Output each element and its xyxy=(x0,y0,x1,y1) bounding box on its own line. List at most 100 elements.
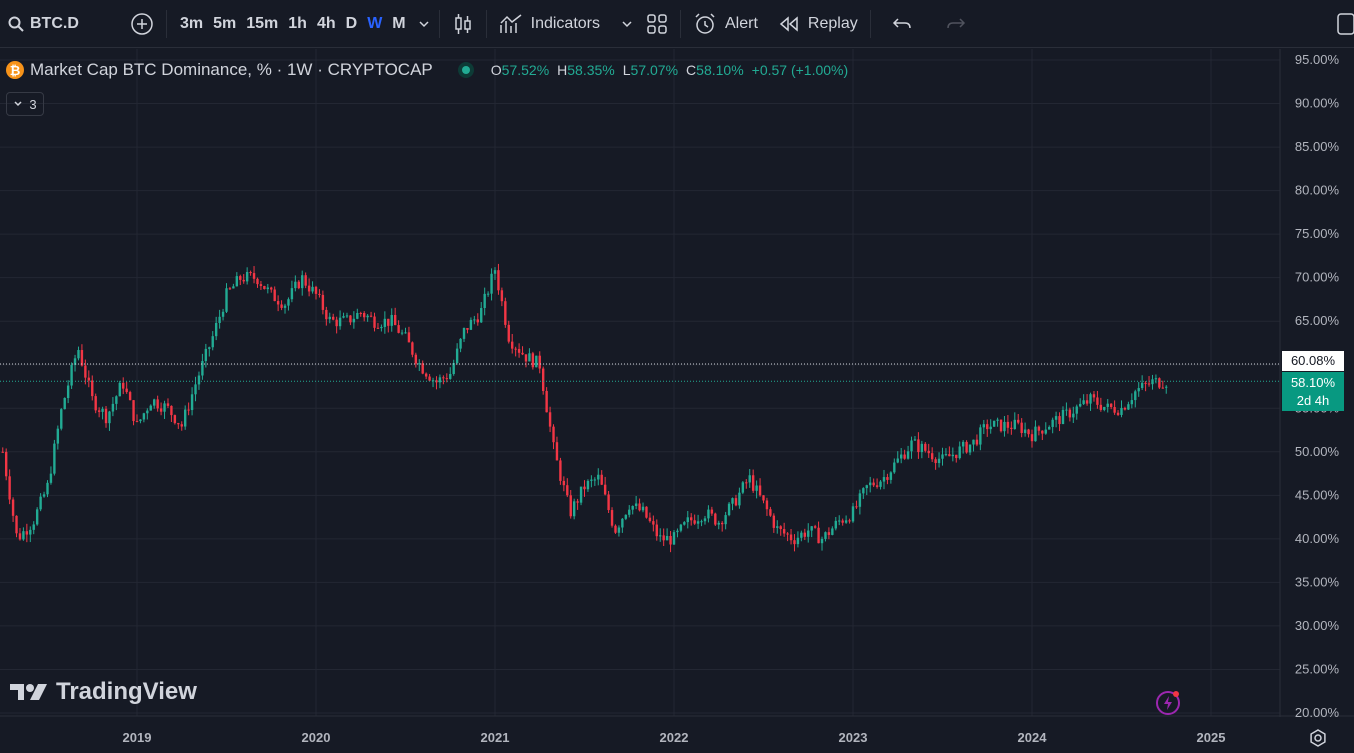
price-chart[interactable]: 95.00% 90.00% 85.00% 80.00% 75.00% 70.00% 65.0… xyxy=(0,49,1354,753)
candle-body xyxy=(555,442,559,461)
candle-body xyxy=(972,439,975,445)
candle-body xyxy=(342,316,345,318)
candle-body xyxy=(617,527,621,533)
candle-body xyxy=(528,353,531,362)
timeframe-3m[interactable]: 3m xyxy=(180,14,204,32)
candle-body xyxy=(514,348,517,350)
candle-body xyxy=(820,538,824,544)
candle-body xyxy=(325,309,328,320)
alert-button[interactable]: Alert xyxy=(687,6,764,42)
current-price-label: 58.10% 2d 4h xyxy=(1282,372,1344,411)
timeframe-m[interactable]: M xyxy=(392,14,406,32)
fullscreen-button[interactable] xyxy=(1336,6,1354,42)
candle-body xyxy=(562,480,566,486)
candle-body xyxy=(273,289,276,302)
layouts-button[interactable] xyxy=(640,6,674,42)
candle-body xyxy=(22,531,25,540)
candle-body xyxy=(411,342,414,355)
chart-grid xyxy=(0,49,1280,716)
candle-body xyxy=(772,515,776,528)
candle-body xyxy=(177,423,180,425)
lightning-button[interactable] xyxy=(1155,689,1181,715)
candle-body xyxy=(263,285,266,290)
candle-body xyxy=(490,273,493,294)
timeframe-15m[interactable]: 15m xyxy=(246,14,279,32)
candle-body xyxy=(1165,386,1168,388)
candle-body xyxy=(442,377,445,379)
timeframe-w[interactable]: W xyxy=(367,14,383,32)
candle-body xyxy=(621,518,624,528)
timeframe-4h[interactable]: 4h xyxy=(316,14,336,32)
candle-body xyxy=(1109,403,1113,408)
tradingview-logo[interactable]: TradingView xyxy=(10,678,197,706)
candle-body xyxy=(628,509,631,515)
time-tick-label: 2019 xyxy=(123,730,152,745)
candle-body xyxy=(889,472,893,480)
undo-button[interactable] xyxy=(885,6,919,42)
chevron-down-icon xyxy=(14,101,22,107)
series-title[interactable]: Market Cap BTC Dominance, % · 1W · CRYPT… xyxy=(30,60,433,79)
candle-body xyxy=(476,319,479,323)
candle-body xyxy=(703,518,707,522)
candle-body xyxy=(986,424,989,430)
candle-body xyxy=(276,301,280,305)
lightning-icon xyxy=(1156,691,1180,715)
candle-body xyxy=(517,348,521,353)
chart-type-button[interactable] xyxy=(446,6,480,42)
candle-body xyxy=(435,380,438,383)
candle-body xyxy=(383,318,387,327)
chevron-down-icon[interactable] xyxy=(620,17,634,31)
candle-body xyxy=(60,409,63,429)
candle-body xyxy=(655,524,658,537)
candle-body xyxy=(645,506,648,518)
time-axis[interactable] xyxy=(0,717,1354,753)
reference-price-label: 60.08% xyxy=(1282,351,1344,371)
candle-body xyxy=(1023,429,1027,434)
candle-body xyxy=(896,458,899,463)
candle-body xyxy=(187,409,190,411)
candle-body xyxy=(122,382,125,389)
time-axis-labels: 2019 2020 2021 2022 2023 2024 2025 xyxy=(123,730,1226,745)
indicators-icon xyxy=(499,13,522,33)
candle-body xyxy=(4,451,8,477)
candle-body xyxy=(29,529,32,535)
replay-button[interactable]: Replay xyxy=(772,6,864,42)
symbol-search[interactable]: BTC.D xyxy=(0,6,124,42)
timeframe-1h[interactable]: 1h xyxy=(288,14,307,32)
candle-body xyxy=(693,520,696,524)
candle-body xyxy=(724,515,727,525)
legend-collapse-button[interactable]: 3 xyxy=(6,92,44,116)
price-tick-label: 75.00% xyxy=(1295,226,1340,241)
candle-body xyxy=(1027,429,1030,435)
candlestick-series xyxy=(1,263,1168,553)
candle-body xyxy=(35,509,39,525)
candle-body xyxy=(373,316,376,328)
candle-body xyxy=(748,475,751,483)
timeframe-d[interactable]: D xyxy=(345,14,358,32)
candle-body xyxy=(11,499,15,516)
gear-icon xyxy=(1310,729,1326,747)
price-tick-label: 80.00% xyxy=(1295,183,1340,198)
candle-body xyxy=(869,482,872,486)
candle-body xyxy=(751,475,755,491)
candle-body xyxy=(18,533,22,540)
redo-button[interactable] xyxy=(939,6,973,42)
candle-body xyxy=(782,529,786,534)
candle-body xyxy=(1113,407,1116,413)
candle-body xyxy=(214,322,218,337)
price-tick-label: 50.00% xyxy=(1295,444,1340,459)
candle-body xyxy=(989,426,992,430)
divider xyxy=(485,9,487,38)
candle-body xyxy=(631,505,634,510)
candle-body xyxy=(259,284,263,286)
chevron-down-icon[interactable] xyxy=(417,17,431,31)
timeframe-5m[interactable]: 5m xyxy=(213,14,237,32)
grid-icon xyxy=(647,13,667,34)
candle-body xyxy=(328,316,331,320)
candle-body xyxy=(1017,419,1020,423)
indicators-button[interactable]: Indicators xyxy=(493,6,640,42)
chart-settings-button[interactable] xyxy=(1308,728,1328,753)
compare-symbol-button[interactable] xyxy=(124,6,160,42)
candle-body xyxy=(1103,406,1106,410)
candle-body xyxy=(91,380,94,397)
